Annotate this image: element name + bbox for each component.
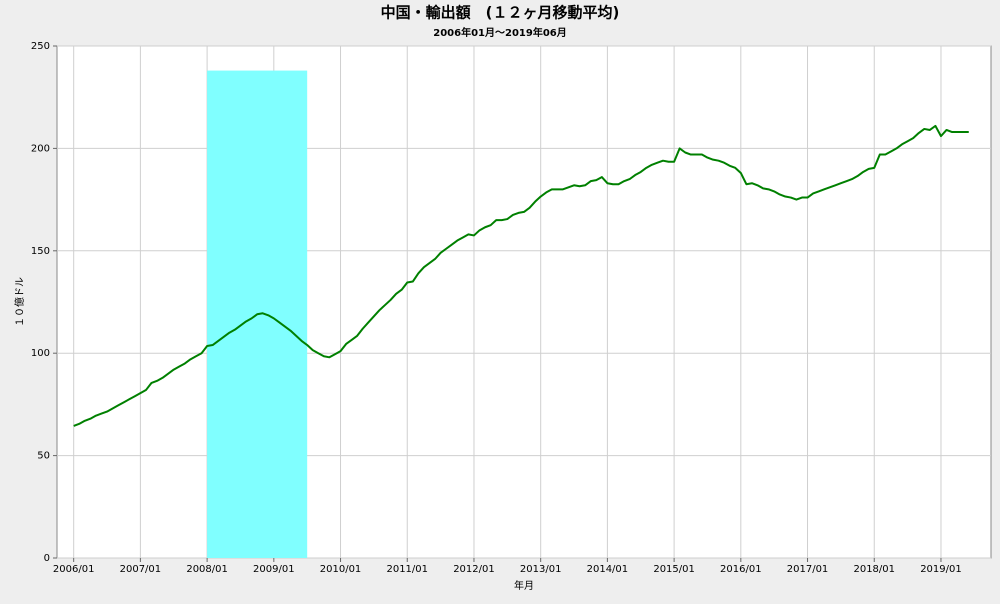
y-tick-label: 50	[37, 451, 50, 462]
x-tick-label: 2008/01	[186, 564, 228, 575]
plot-area	[56, 45, 992, 559]
x-axis-label: 年月	[514, 579, 534, 592]
chart-title: 中国・輸出額 (１２ヶ月移動平均)	[381, 4, 620, 22]
x-tick-label: 2013/01	[520, 564, 562, 575]
y-tick-label: 200	[31, 143, 50, 154]
x-tick-label: 2014/01	[587, 564, 629, 575]
x-tick-label: 2009/01	[253, 564, 295, 575]
data-line	[73, 124, 969, 427]
x-tick-label: 2017/01	[787, 564, 829, 575]
chart-subtitle: 2006年01月～2019年06月	[433, 26, 567, 39]
x-tick-label: 2019/01	[920, 564, 962, 575]
x-tick-label: 2006/01	[53, 564, 95, 575]
x-tick-label: 2011/01	[386, 564, 428, 575]
x-tick-label: 2012/01	[453, 564, 495, 575]
x-tick-label: 2007/01	[120, 564, 162, 575]
x-tick-label: 2010/01	[320, 564, 362, 575]
x-tick-label: 2018/01	[853, 564, 895, 575]
y-tick-label: 150	[31, 246, 50, 257]
y-tick-label: 250	[31, 41, 50, 52]
y-axis-label: １０億ドル	[13, 277, 26, 327]
x-tick-label: 2016/01	[720, 564, 762, 575]
x-tick-label: 2015/01	[653, 564, 695, 575]
y-tick-label: 0	[44, 553, 50, 564]
y-tick-label: 100	[31, 348, 50, 359]
